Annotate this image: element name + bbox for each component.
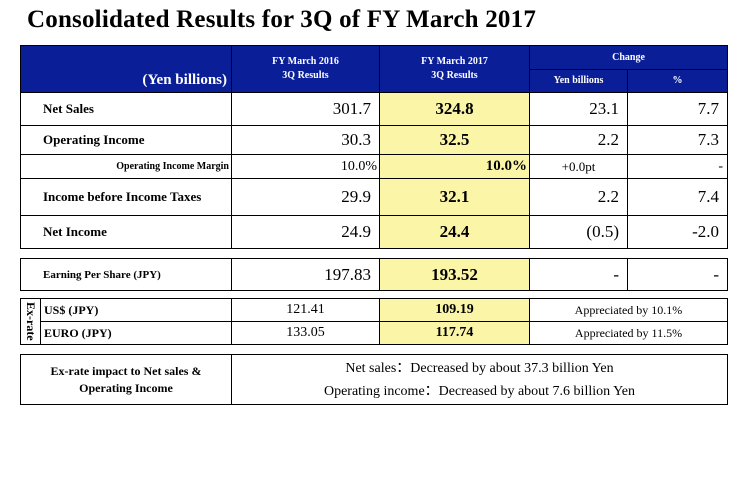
value-2017: 117.74 xyxy=(379,321,530,345)
row-label: US$ (JPY) xyxy=(40,298,232,322)
col-header-change-yen: Yen billions xyxy=(529,69,628,93)
change-yen: - xyxy=(529,258,628,291)
change-pct: 7.3 xyxy=(626,125,729,155)
col-header-2017: FY March 2017 3Q Results xyxy=(379,45,530,93)
value-2016: 24.9 xyxy=(231,215,380,249)
value-2017: 32.1 xyxy=(379,178,530,216)
table-row-net-income: Net Income 24.9 24.4 (0.5) -2.0 xyxy=(20,215,729,249)
unit-label: (Yen billions) xyxy=(20,45,232,93)
impact-text: Net sales：Decreased by about 37.3 billio… xyxy=(231,354,728,405)
exrate-table: Ex-rate US$ (JPY) 121.41 109.19 Apprecia… xyxy=(20,298,728,345)
col-header-change: Change xyxy=(528,45,729,70)
table-row-net-sales: Net Sales 301.7 324.8 23.1 7.7 xyxy=(20,92,729,126)
value-2017: 32.5 xyxy=(379,125,530,155)
table-row-income-before-taxes: Income before Income Taxes 29.9 32.1 2.2… xyxy=(20,178,729,216)
value-2016: 133.05 xyxy=(231,321,380,345)
row-label: Earning Per Share (JPY) xyxy=(20,258,232,291)
change-yen: 2.2 xyxy=(529,125,628,155)
change-yen: +0.0pt xyxy=(529,154,628,179)
value-2017: 10.0% xyxy=(379,154,530,179)
table-row-impact: Ex-rate impact to Net sales & Operating I… xyxy=(20,354,728,405)
change-yen: 2.2 xyxy=(529,178,628,216)
change-note: Appreciated by 11.5% xyxy=(529,321,728,345)
value-2016: 10.0% xyxy=(231,154,380,179)
change-pct: -2.0 xyxy=(626,215,729,249)
value-2016: 30.3 xyxy=(231,125,380,155)
table-row-eps: Earning Per Share (JPY) 197.83 193.52 - … xyxy=(20,258,728,291)
row-label: EURO (JPY) xyxy=(40,321,232,345)
header-row: (Yen billions) FY March 2016 3Q Results F… xyxy=(20,45,729,93)
eps-table: Earning Per Share (JPY) 197.83 193.52 - … xyxy=(20,258,728,291)
change-yen: 23.1 xyxy=(529,92,628,126)
table-row-operating-income: Operating Income 30.3 32.5 2.2 7.3 xyxy=(20,125,729,155)
row-label: Net Sales xyxy=(20,92,232,126)
change-pct: 7.7 xyxy=(626,92,729,126)
results-table: (Yen billions) FY March 2016 3Q Results F… xyxy=(20,45,729,249)
value-2016: 197.83 xyxy=(231,258,380,291)
change-yen: (0.5) xyxy=(529,215,628,249)
row-label: Operating Income Margin xyxy=(20,154,232,179)
change-pct: - xyxy=(627,258,728,291)
row-label: Income before Income Taxes xyxy=(20,178,232,216)
exrate-side-label: Ex-rate xyxy=(20,298,41,345)
table-row-operating-income-margin: Operating Income Margin 10.0% 10.0% +0.0… xyxy=(20,154,729,179)
value-2017: 24.4 xyxy=(379,215,530,249)
value-2016: 301.7 xyxy=(231,92,380,126)
value-2017: 324.8 xyxy=(379,92,530,126)
value-2016: 121.41 xyxy=(231,298,380,322)
impact-table: Ex-rate impact to Net sales & Operating I… xyxy=(20,354,728,405)
table-row-usd: Ex-rate US$ (JPY) 121.41 109.19 Apprecia… xyxy=(20,298,728,345)
change-pct: - xyxy=(626,154,729,179)
page-title: Consolidated Results for 3Q of FY March … xyxy=(27,6,537,33)
change-note: Appreciated by 10.1% xyxy=(529,298,728,322)
value-2017: 193.52 xyxy=(379,258,530,291)
value-2016: 29.9 xyxy=(231,178,380,216)
impact-label: Ex-rate impact to Net sales & Operating I… xyxy=(20,354,232,405)
value-2017: 109.19 xyxy=(379,298,530,322)
table-row-euro: EURO (JPY) 133.05 117.74 Appreciated by … xyxy=(21,321,728,345)
row-label: Operating Income xyxy=(20,125,232,155)
col-header-2016: FY March 2016 3Q Results xyxy=(231,45,380,93)
change-pct: 7.4 xyxy=(626,178,729,216)
row-label: Net Income xyxy=(20,215,232,249)
col-header-change-pct: % xyxy=(626,69,729,93)
